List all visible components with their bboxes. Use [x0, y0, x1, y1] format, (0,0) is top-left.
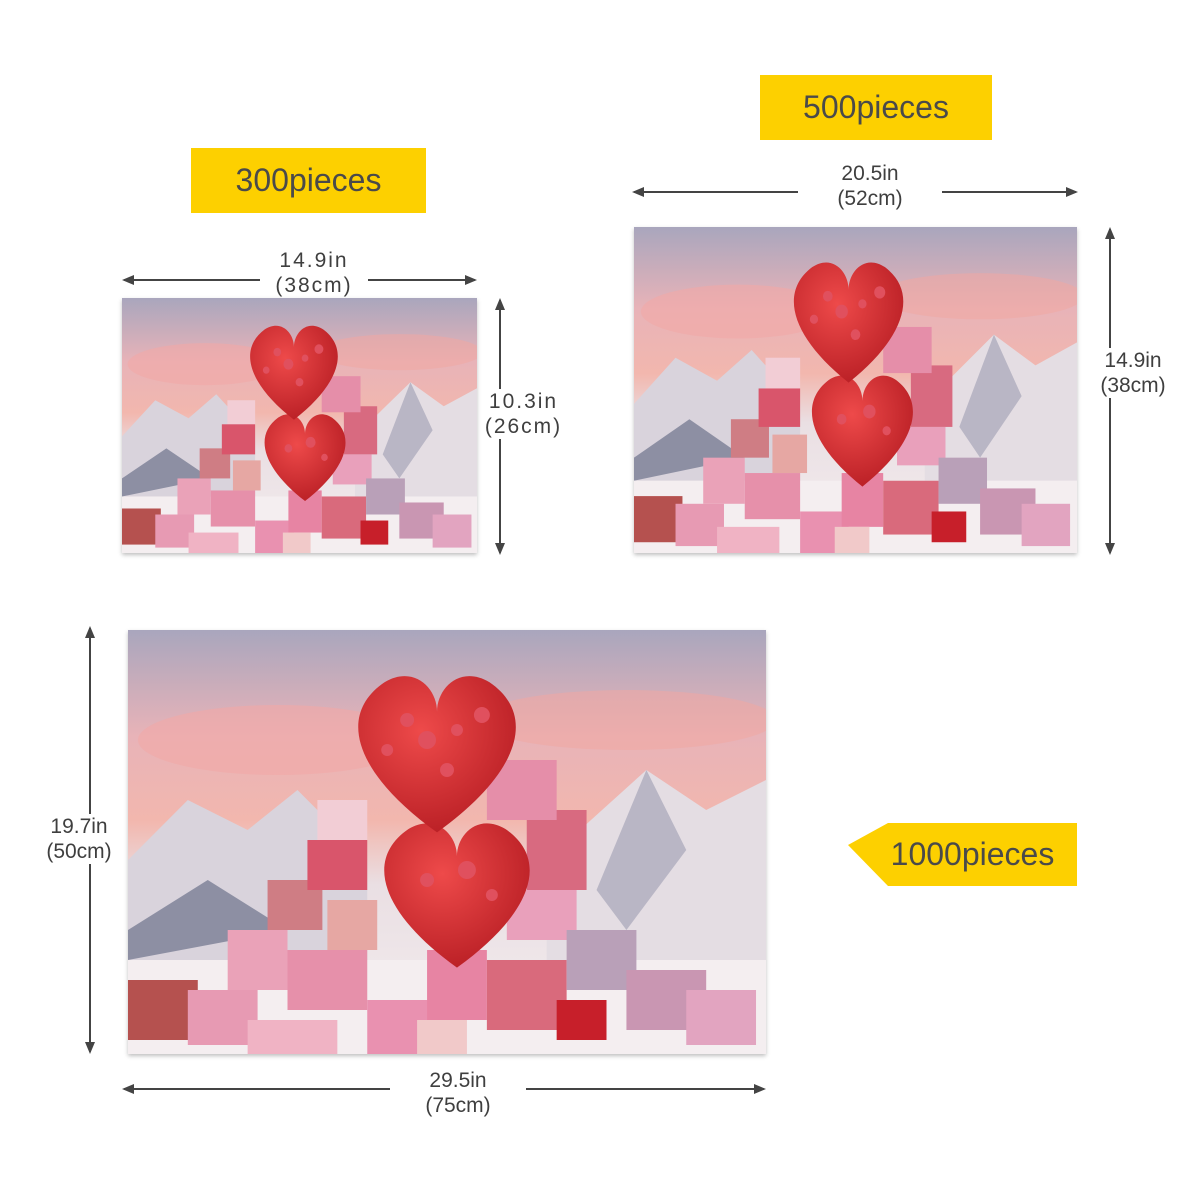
width-cm: (38cm)	[275, 274, 353, 297]
width-in: 14.9in	[279, 249, 349, 272]
height-dimension-500: 14.9in (38cm)	[1086, 348, 1180, 398]
height-dimension-1000: 19.7in (50cm)	[32, 814, 126, 864]
height-cm: (26cm)	[484, 415, 563, 438]
height-in: 14.9in	[1104, 349, 1162, 372]
width-dimension-500: 20.5in (52cm)	[798, 161, 942, 211]
dimension-arrows-1000	[85, 626, 766, 1094]
width-dimension-1000: 29.5in (75cm)	[390, 1068, 526, 1118]
width-cm: (52cm)	[837, 187, 903, 210]
pieces-label-1000-shape	[848, 823, 1077, 886]
height-cm: (50cm)	[46, 840, 112, 863]
height-cm: (38cm)	[1100, 374, 1166, 397]
pieces-label-500: 500pieces	[760, 75, 992, 140]
width-cm: (75cm)	[425, 1094, 491, 1117]
height-in: 19.7in	[50, 815, 108, 838]
pieces-label-text: 300pieces	[235, 162, 382, 198]
pieces-label-text: 1000pieces	[890, 836, 1055, 872]
pieces-label-text: 500pieces	[803, 89, 949, 125]
height-dimension-300: 10.3in (26cm)	[472, 389, 575, 439]
puzzle-image-1000	[128, 630, 766, 1054]
puzzle-image-500	[634, 227, 1077, 553]
puzzle-image-300	[122, 298, 477, 553]
width-in: 29.5in	[429, 1069, 487, 1092]
width-in: 20.5in	[841, 162, 899, 185]
pieces-label-300: 300pieces	[191, 148, 426, 213]
height-in: 10.3in	[488, 390, 559, 413]
pieces-label-1000: 1000pieces	[880, 823, 1065, 886]
width-dimension-300: 14.9in (38cm)	[260, 248, 368, 298]
